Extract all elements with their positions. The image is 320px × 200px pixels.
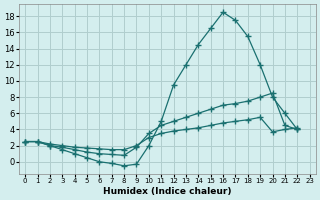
X-axis label: Humidex (Indice chaleur): Humidex (Indice chaleur) <box>103 187 232 196</box>
